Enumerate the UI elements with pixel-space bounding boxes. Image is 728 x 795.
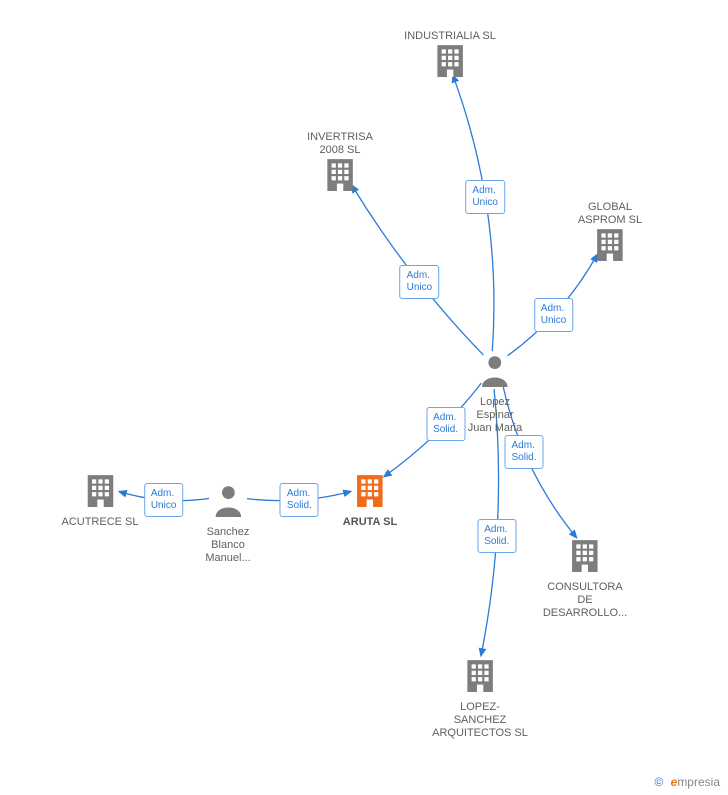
person-icon: [211, 504, 245, 521]
node-label: ARUTA SL: [343, 516, 397, 529]
copyright-symbol: ©: [654, 775, 663, 789]
edge-label: Adm.Solid.: [426, 407, 465, 441]
node-label: INDUSTRIALIA SL: [404, 30, 496, 43]
building-icon: [593, 248, 627, 265]
node-industrialia[interactable]: INDUSTRIALIA SL: [404, 26, 496, 82]
edges-layer: [0, 0, 728, 795]
node-lopez[interactable]: LopezEspinarJuan Maria: [468, 353, 522, 435]
diagram-canvas: INDUSTRIALIA SL INVERTRISA2008 SL GLOBAL…: [0, 0, 728, 795]
node-label: GLOBALASPROM SL: [578, 201, 642, 227]
brand-rest: mpresia: [677, 775, 720, 789]
node-lopezsanchez[interactable]: LOPEZ-SANCHEZARQUITECTOS SL: [432, 658, 528, 740]
edge-label: Adm.Unico: [144, 483, 184, 517]
building-icon: [83, 494, 117, 511]
node-aruta[interactable]: ARUTA SL: [343, 473, 397, 529]
node-label: INVERTRISA2008 SL: [307, 131, 373, 157]
building-icon: [568, 559, 602, 576]
person-icon: [478, 374, 512, 391]
edge-label: Adm.Unico: [400, 265, 440, 299]
node-acutrece[interactable]: ACUTRECE SL: [61, 473, 138, 529]
edge-label: Adm.Unico: [534, 298, 574, 332]
node-consultora[interactable]: CONSULTORADEDESARROLLO...: [543, 538, 627, 620]
node-label: LOPEZ-SANCHEZARQUITECTOS SL: [432, 701, 528, 740]
edge-label: Adm.Unico: [465, 180, 505, 214]
edge-label: Adm.Solid.: [505, 435, 544, 469]
node-label: CONSULTORADEDESARROLLO...: [543, 581, 627, 620]
node-global[interactable]: GLOBALASPROM SL: [578, 197, 642, 266]
building-icon: [323, 178, 357, 195]
building-icon: [353, 494, 387, 511]
node-label: LopezEspinarJuan Maria: [468, 396, 522, 435]
building-icon: [463, 679, 497, 696]
node-label: SanchezBlancoManuel...: [205, 526, 250, 565]
edge-label: Adm.Solid.: [280, 483, 319, 517]
node-invertrisa[interactable]: INVERTRISA2008 SL: [307, 127, 373, 196]
node-sanchez[interactable]: SanchezBlancoManuel...: [205, 483, 250, 565]
node-label: ACUTRECE SL: [61, 516, 138, 529]
footer-attribution: © empresia: [654, 775, 720, 789]
building-icon: [433, 64, 467, 81]
edge-label: Adm.Solid.: [477, 519, 516, 553]
